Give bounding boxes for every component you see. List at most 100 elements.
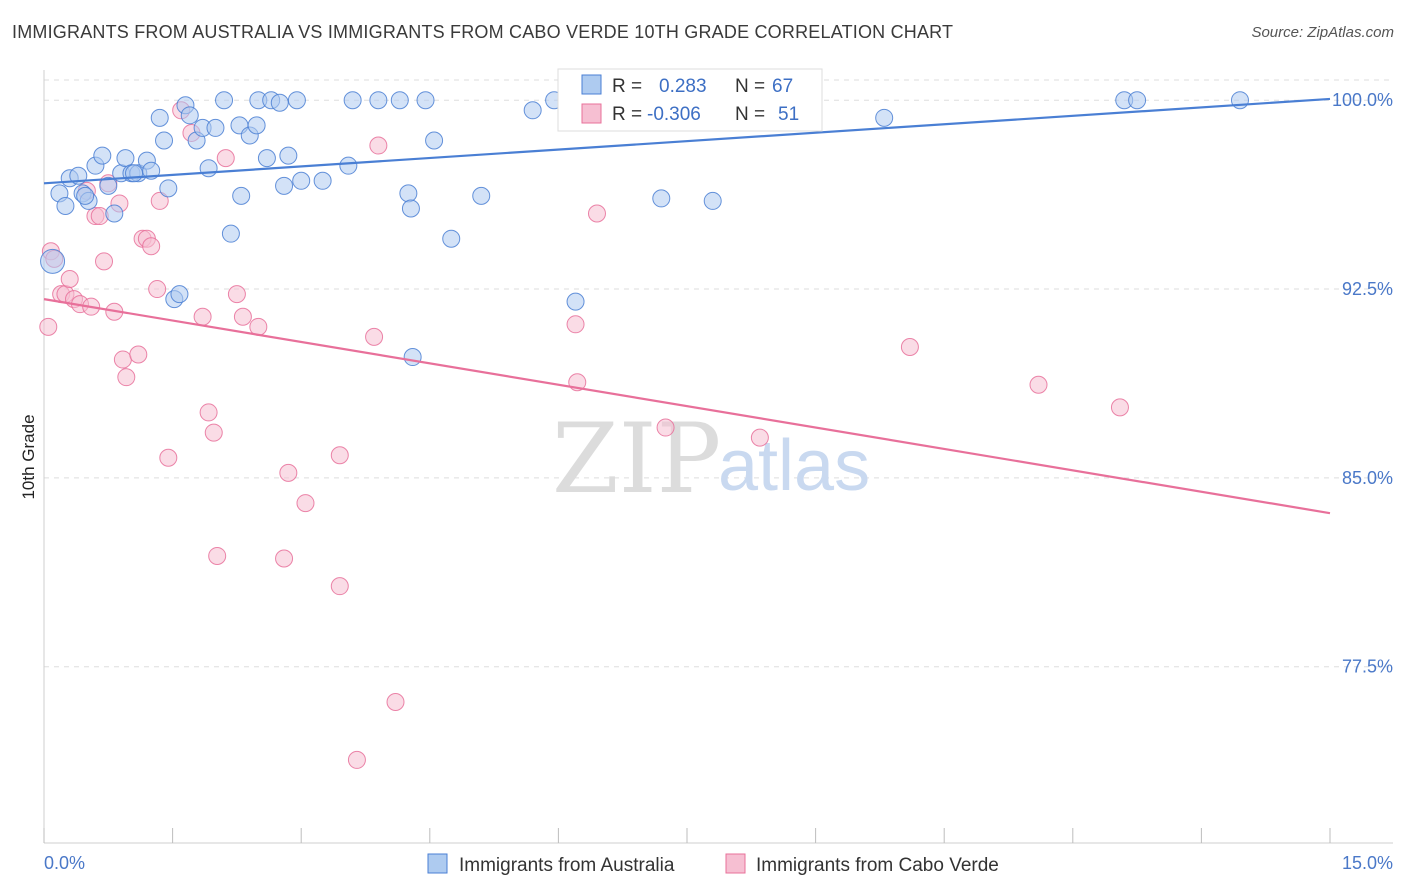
australia-point	[232, 186, 251, 205]
cabo-verde-point	[60, 269, 79, 288]
cabo-verde-point	[150, 191, 169, 210]
stats-pink-n-label: N =	[735, 104, 765, 125]
stats-blue-r-label: R =	[612, 76, 642, 97]
cabo-verde-point	[113, 350, 132, 369]
australia-point	[215, 91, 234, 110]
australia-point	[76, 186, 95, 205]
x-tick-label-min: 0.0%	[44, 853, 85, 873]
gridlines	[44, 79, 1393, 668]
cabo-verde-point	[330, 446, 349, 465]
australia-point	[125, 164, 144, 183]
stats-pink-swatch	[581, 103, 602, 124]
australia-point	[313, 171, 332, 190]
australia-point	[40, 248, 66, 274]
watermark-zip: ZIP	[552, 403, 721, 515]
cabo-verde-point	[159, 448, 178, 467]
australia-point	[652, 189, 671, 208]
y-tick-label: 85.0%	[1342, 468, 1393, 488]
cabo-verde-point	[275, 549, 294, 568]
australia-point	[155, 131, 174, 150]
australia-point	[1128, 91, 1147, 110]
australia-point	[93, 146, 112, 165]
watermark-atlas: atlas	[718, 426, 870, 506]
stats-box-frame	[557, 68, 823, 132]
australia-point	[339, 156, 358, 175]
australia-point	[56, 196, 75, 215]
cabo-verde-point	[900, 337, 919, 356]
cabo-verde-point	[347, 750, 366, 769]
cabo-verde-point	[148, 280, 167, 299]
australia-point	[403, 348, 422, 367]
trend-lines	[43, 97, 1331, 515]
cabo-verde-point	[1110, 398, 1129, 417]
stats-blue-n-label: N =	[735, 76, 765, 97]
stats-pink-r-value: -0.306	[647, 104, 701, 125]
australia-point	[369, 91, 388, 110]
cabo-verde-points	[39, 101, 1129, 769]
stats-blue-r-value: 0.283	[659, 76, 707, 97]
cabo-verde-point	[365, 327, 384, 346]
cabo-verde-point	[296, 494, 315, 513]
australia-point	[275, 176, 294, 195]
cabo-verde-point	[227, 285, 246, 304]
source-label: Source: ZipAtlas.com	[1251, 24, 1394, 41]
australia-point	[150, 108, 169, 127]
australia-point	[442, 229, 461, 248]
australia-point	[703, 191, 722, 210]
australia-point	[99, 176, 118, 195]
cabo-verde-point	[566, 315, 585, 334]
australia-point	[247, 116, 266, 135]
cabo-verde-point	[199, 403, 218, 422]
cabo-verde-point	[330, 577, 349, 596]
y-tick-label: 92.5%	[1342, 279, 1393, 299]
australia-point	[472, 186, 491, 205]
australia-point	[105, 204, 124, 223]
cabo-verde-point	[656, 418, 675, 437]
australia-point	[221, 224, 240, 243]
stats-blue-n-value: 67	[772, 76, 793, 97]
australia-trend-line	[43, 97, 1331, 185]
stats-box: R = 0.283 N = 67 R = -0.306 N = 51	[557, 68, 823, 132]
australia-point	[566, 292, 585, 311]
cabo-verde-point	[587, 204, 606, 223]
cabo-verde-point	[39, 317, 58, 336]
legend-australia-label: Immigrants from Australia	[459, 855, 675, 876]
x-tick-label-max: 15.0%	[1342, 853, 1393, 873]
legend: Immigrants from Australia Immigrants fro…	[427, 853, 999, 876]
australia-point	[116, 149, 135, 168]
cabo-verde-point	[279, 463, 298, 482]
y-tick-labels: 77.5% 85.0% 92.5% 100.0%	[1332, 90, 1393, 677]
cabo-verde-point	[369, 136, 388, 155]
australia-point	[206, 118, 225, 137]
australia-point	[416, 91, 435, 110]
cabo-verde-point	[216, 149, 235, 168]
cabo-verde-point	[1029, 375, 1048, 394]
cabo-verde-point	[193, 307, 212, 326]
australia-point	[292, 171, 311, 190]
australia-point	[170, 285, 189, 304]
cabo-verde-point	[95, 252, 114, 271]
stats-blue-swatch	[581, 74, 602, 95]
cabo-verde-point	[117, 368, 136, 387]
y-axis-label: 10th Grade	[19, 414, 38, 499]
australia-point	[287, 91, 306, 110]
watermark: ZIP atlas	[552, 403, 870, 515]
australia-point	[425, 131, 444, 150]
australia-point	[199, 159, 218, 178]
cabo-verde-point	[208, 546, 227, 565]
australia-point	[390, 91, 409, 110]
chart-title: IMMIGRANTS FROM AUSTRALIA VS IMMIGRANTS …	[12, 22, 954, 42]
australia-point	[279, 146, 298, 165]
australia-points	[40, 91, 1249, 367]
y-tick-label: 100.0%	[1332, 90, 1393, 110]
australia-point	[180, 106, 199, 125]
cabo-verde-point	[233, 307, 252, 326]
australia-point	[257, 149, 276, 168]
x-axis-ticks	[43, 828, 1331, 843]
cabo-verde-point	[386, 692, 405, 711]
cabo-verde-point	[750, 428, 769, 447]
australia-point	[270, 93, 289, 112]
cabo-verde-trend-line	[43, 298, 1331, 515]
australia-point	[523, 101, 542, 120]
